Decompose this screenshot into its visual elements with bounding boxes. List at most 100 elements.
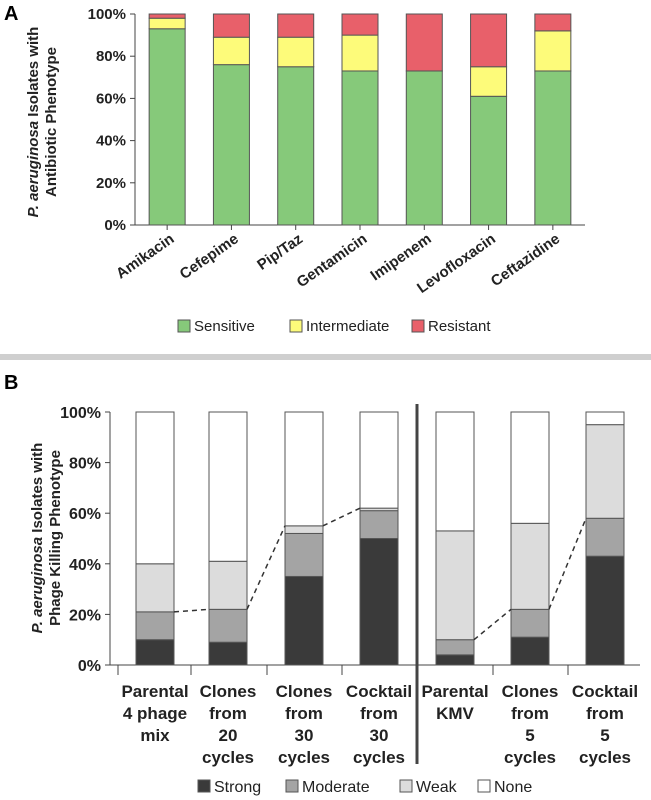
panel-b-category-label: Cocktail bbox=[572, 682, 638, 701]
panel-b-bar-moderate bbox=[284, 532, 324, 577]
panel-b-y-title-italic: P. aeruginosa bbox=[29, 537, 46, 633]
panel-a-y-tick-label: 100% bbox=[88, 6, 126, 23]
panel-a-legend-swatch-resistant bbox=[411, 319, 425, 333]
panel-b-bar-weak bbox=[585, 424, 625, 519]
panel-a-legend-label: Intermediate bbox=[306, 318, 389, 335]
panel-b-legend-label: None bbox=[494, 779, 532, 796]
panel-b-bar-moderate bbox=[510, 608, 550, 638]
panel-b-bar-moderate bbox=[208, 608, 248, 643]
panel-a-bar-intermediate bbox=[277, 36, 315, 68]
panel-b-y-tick-label: 0% bbox=[78, 658, 101, 675]
panel-b-bar-moderate bbox=[135, 611, 175, 641]
panel-b-bar-none bbox=[208, 411, 248, 562]
panel-a-y-tick-label: 40% bbox=[96, 133, 126, 150]
panel-b-legend-swatch-none bbox=[477, 779, 491, 793]
panel-b-bar-strong bbox=[135, 639, 175, 666]
panel-b-category-label: Parental bbox=[421, 682, 488, 701]
panel-a-y-tick-label: 20% bbox=[96, 175, 126, 192]
panel-b-y-tick-label: 80% bbox=[69, 456, 101, 473]
panel-b-category-label: cycles bbox=[579, 748, 631, 767]
panel-a-bar-resistant bbox=[277, 13, 315, 38]
panel-b-category-label: 20 bbox=[219, 726, 238, 745]
panel-b-category-label: cycles bbox=[278, 748, 330, 767]
panel-a-bar-resistant bbox=[470, 13, 508, 68]
panel-a-y-tick-label: 0% bbox=[104, 217, 126, 234]
panel-b-bar-none bbox=[284, 411, 324, 527]
panel-a-label: A bbox=[4, 3, 18, 25]
panel-b-category-label: from bbox=[209, 704, 247, 723]
panel-b-bar-weak bbox=[135, 563, 175, 613]
panel-b-category-label: KMV bbox=[436, 704, 474, 723]
panel-a-bar-intermediate bbox=[341, 34, 379, 72]
panel-b-legend-swatch-moderate bbox=[285, 779, 299, 793]
panel-b-category-label: 30 bbox=[295, 726, 314, 745]
panel-b-bar-strong bbox=[208, 641, 248, 666]
panel-b-category-label: mix bbox=[140, 726, 170, 745]
panel-b-trend-connector bbox=[246, 525, 286, 610]
panel-b-category-label: cycles bbox=[353, 748, 405, 767]
panel-b-bar-none bbox=[135, 411, 175, 565]
panel-b-legend-swatch-strong bbox=[197, 779, 211, 793]
panel-a-bar-sensitive bbox=[212, 64, 250, 226]
panel-b-label: B bbox=[4, 372, 18, 394]
panel-b-y-title-line1: P. aeruginosa Isolates with bbox=[29, 443, 46, 634]
panel-b-category-label: from bbox=[511, 704, 549, 723]
panel-b-bar-strong bbox=[435, 654, 475, 666]
panel-b-bar-none bbox=[359, 411, 399, 509]
panel-b-bar-none bbox=[585, 411, 625, 426]
panel-a-y-title-line2: Antibiotic Phenotype bbox=[43, 47, 60, 197]
panel-b-category-label: Clones bbox=[200, 682, 257, 701]
panel-b-bar-strong bbox=[359, 538, 399, 666]
panel-a-bar-resistant bbox=[534, 13, 572, 32]
panel-a-bar-sensitive bbox=[534, 70, 572, 226]
panel-b-bar-weak bbox=[208, 560, 248, 610]
panel-b-category-label: 5 bbox=[525, 726, 534, 745]
panel-b-bar-weak bbox=[435, 530, 475, 641]
panel-b-bar-strong bbox=[585, 555, 625, 666]
panel-a-bar-intermediate bbox=[212, 36, 250, 66]
panel-b-category-label: cycles bbox=[504, 748, 556, 767]
panel-b-y-title-rest: Isolates with bbox=[29, 443, 46, 537]
panel-a-y-title-line1: P. aeruginosa Isolates with bbox=[25, 27, 42, 218]
panel-a-bar-resistant bbox=[341, 13, 379, 36]
panel-b-bar-none bbox=[435, 411, 475, 532]
panel-a-bar-resistant bbox=[148, 13, 186, 19]
panel-a-bar-resistant bbox=[405, 13, 443, 72]
panel-a-y-title-italic: P. aeruginosa bbox=[25, 121, 42, 217]
panel-a-bar-intermediate bbox=[534, 30, 572, 72]
panel-b-bar-weak bbox=[284, 525, 324, 534]
panel-a-bar-sensitive bbox=[277, 66, 315, 226]
panel-a-bar-sensitive bbox=[405, 70, 443, 226]
panel-b-trend-connector bbox=[473, 608, 512, 641]
panel-b-bar-none bbox=[510, 411, 550, 524]
panel-b-y-tick-label: 20% bbox=[69, 607, 101, 624]
panel-a-legend-swatch-intermediate bbox=[289, 319, 303, 333]
panel-b-bar-strong bbox=[510, 636, 550, 666]
panel-b-bar-moderate bbox=[585, 517, 625, 557]
panel-b-trend-connector bbox=[322, 507, 361, 527]
panel-b-category-label: Clones bbox=[502, 682, 559, 701]
panel-a-bar-sensitive bbox=[470, 95, 508, 226]
panel-b-legend-label: Weak bbox=[416, 779, 458, 796]
panel-a-bar-intermediate bbox=[470, 66, 508, 97]
panel-a-legend-swatch-sensitive bbox=[177, 319, 191, 333]
panel-b-y-tick-label: 100% bbox=[60, 405, 101, 422]
panel-b-trend-connector bbox=[173, 608, 210, 613]
panel-b-category-label: 30 bbox=[370, 726, 389, 745]
panel-b-bar-moderate bbox=[435, 639, 475, 656]
panel-b-bar-moderate bbox=[359, 510, 399, 540]
panel-a-legend-label: Resistant bbox=[428, 318, 491, 335]
panel-a-bar-intermediate bbox=[148, 17, 186, 30]
panel-b-background bbox=[0, 362, 651, 800]
panel-a-bar-resistant bbox=[212, 13, 250, 38]
panel-b-category-label: Cocktail bbox=[346, 682, 412, 701]
panel-b-category-label: Clones bbox=[276, 682, 333, 701]
panel-b-y-tick-label: 60% bbox=[69, 506, 101, 523]
panel-b-category-label: 5 bbox=[600, 726, 609, 745]
panel-b-category-label: Parental bbox=[121, 682, 188, 701]
panel-b-category-label: cycles bbox=[202, 748, 254, 767]
panel-b-bar-strong bbox=[284, 575, 324, 666]
panel-b-legend-label: Moderate bbox=[302, 779, 370, 796]
panel-a-y-title-rest: Isolates with bbox=[25, 27, 42, 121]
